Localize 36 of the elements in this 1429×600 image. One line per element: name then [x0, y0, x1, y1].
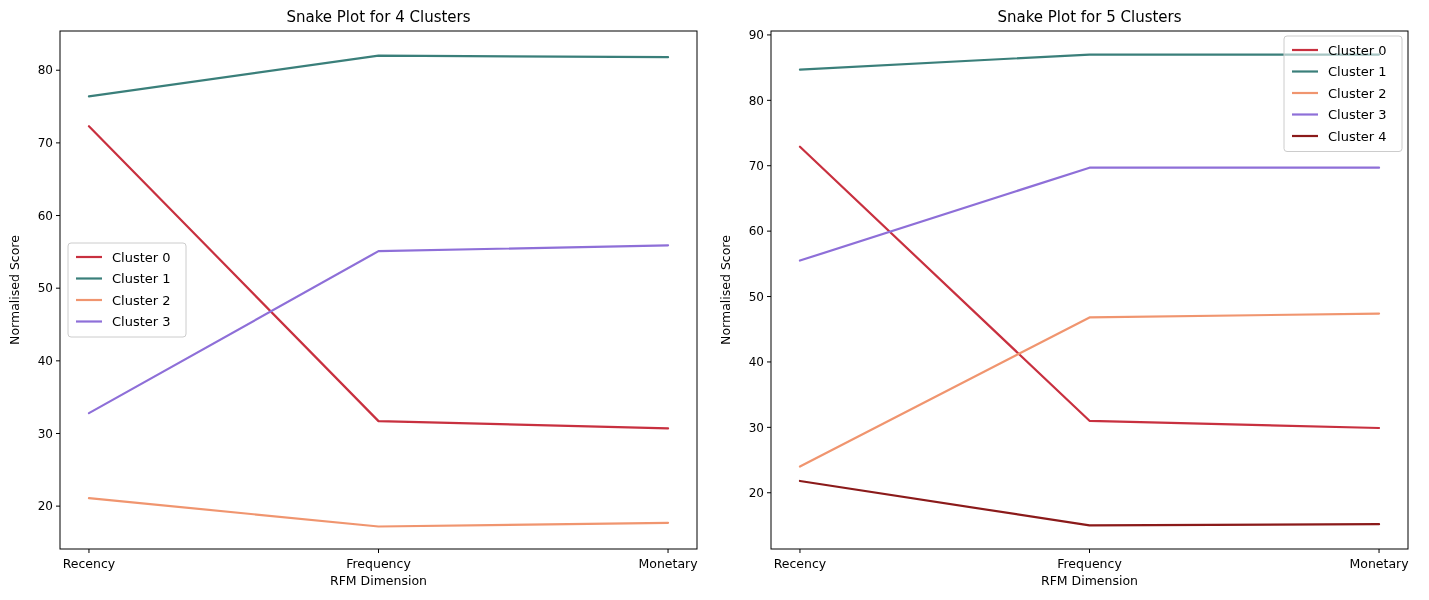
y-tick-label: 30	[37, 426, 53, 441]
y-tick-label: 50	[37, 281, 53, 296]
y-tick-label: 30	[748, 420, 764, 435]
y-tick-label: 70	[37, 136, 53, 151]
legend-label: Cluster 4	[1328, 128, 1387, 144]
legend-label: Cluster 2	[1328, 85, 1387, 101]
legend-label: Cluster 2	[112, 292, 171, 308]
x-tick-label: Frequency	[1057, 556, 1123, 571]
x-tick-label: Recency	[62, 556, 116, 571]
y-tick-label: 50	[748, 289, 764, 304]
y-axis-title: Normalised Score	[7, 234, 22, 345]
legend-label: Cluster 1	[112, 271, 171, 287]
y-tick-label: 60	[748, 224, 764, 239]
legend-label: Cluster 3	[1328, 107, 1387, 123]
legend-label: Cluster 0	[1328, 42, 1387, 58]
chart-title: Snake Plot for 4 Clusters	[286, 8, 471, 26]
y-tick-label: 40	[37, 354, 53, 369]
x-axis-title: RFM Dimension	[329, 573, 428, 588]
y-tick-label: 70	[748, 158, 764, 173]
chart-title: Snake Plot for 5 Clusters	[997, 8, 1182, 26]
y-tick-label: 60	[37, 208, 53, 223]
x-tick-label: Frequency	[346, 556, 412, 571]
x-tick-label: Monetary	[638, 556, 699, 571]
y-tick-label: 80	[37, 63, 53, 78]
x-tick-label: Recency	[773, 556, 827, 571]
y-tick-label: 20	[748, 485, 764, 500]
y-tick-label: 40	[748, 355, 764, 370]
y-tick-label: 20	[37, 499, 53, 514]
legend-label: Cluster 0	[112, 249, 171, 265]
legend-label: Cluster 1	[1328, 64, 1387, 80]
y-tick-label: 80	[748, 93, 764, 108]
y-axis-title: Normalised Score	[718, 234, 733, 345]
x-axis-title: RFM Dimension	[1040, 573, 1139, 588]
y-tick-label: 90	[748, 28, 764, 43]
legend-label: Cluster 3	[112, 314, 171, 330]
x-tick-label: Monetary	[1349, 556, 1410, 571]
